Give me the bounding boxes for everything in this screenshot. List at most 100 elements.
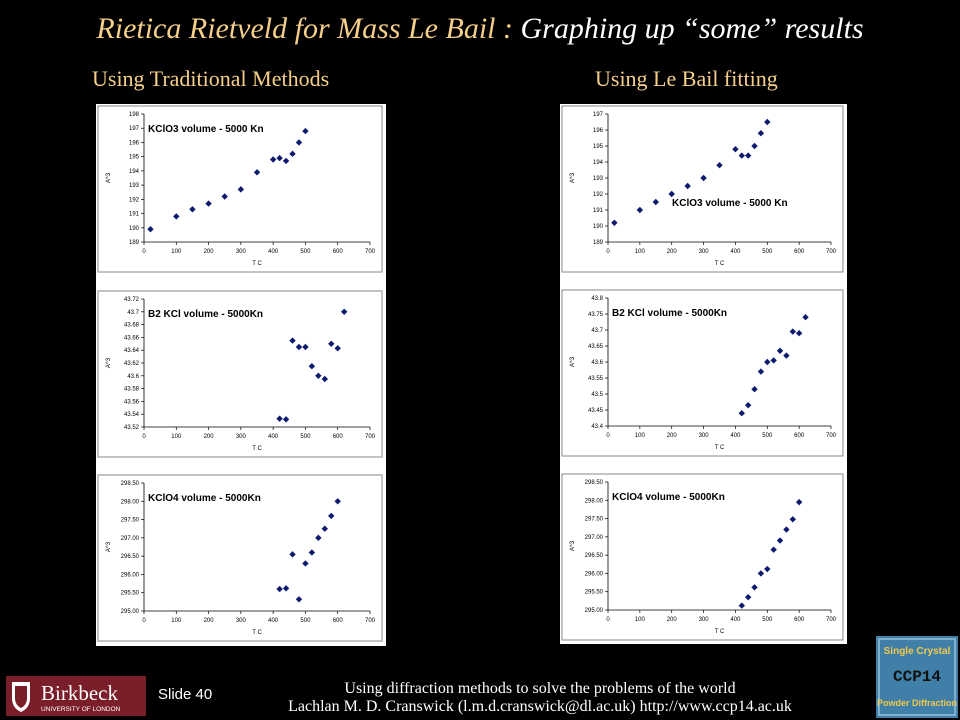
data-point	[611, 219, 618, 226]
x-tick-label: 300	[699, 433, 710, 439]
data-point	[282, 585, 290, 592]
chart-title: KClO4 volume - 5000Kn	[612, 492, 725, 503]
data-point	[776, 537, 784, 544]
y-tick-label: 195	[593, 144, 604, 150]
x-tick-label: 100	[635, 433, 646, 439]
chart-kclo4-lebail: 295.00 295.50 296.00 296.50 297.00 297.50 298.…	[561, 473, 844, 641]
y-tick-label: 295.50	[121, 591, 140, 597]
data-point	[237, 186, 245, 193]
data-point	[802, 314, 809, 321]
right-column-heading: Using Le Bail fitting	[595, 66, 778, 91]
chart-frame	[561, 105, 844, 273]
y-tick-label: 194	[129, 169, 140, 175]
data-point	[751, 386, 758, 393]
data-point	[328, 340, 335, 347]
y-axis-label: A^3	[106, 541, 112, 552]
x-tick-label: 400	[730, 617, 741, 623]
x-tick-label: 300	[699, 249, 710, 255]
x-tick-label: 700	[365, 618, 376, 624]
data-point	[282, 416, 290, 423]
x-tick-label: 0	[606, 249, 610, 255]
x-tick-label: 400	[268, 618, 279, 624]
x-tick-label: 100	[171, 618, 182, 624]
chart-b2kcl-traditional: 43.52 43.54 43.56 43.58 43.6 43.62 43.64 43.66 4…	[97, 290, 383, 458]
x-tick-label: 200	[204, 249, 215, 255]
y-tick-label: 193	[129, 183, 140, 189]
y-tick-label: 295.00	[585, 608, 604, 614]
birkbeck-logo-sub: UNIVERSITY OF LONDON	[41, 706, 121, 713]
data-point	[302, 343, 309, 351]
y-tick-label: 297.00	[585, 535, 604, 541]
y-tick-label: 43.58	[124, 387, 140, 393]
data-point	[295, 343, 303, 351]
x-tick-label: 300	[699, 617, 710, 623]
x-tick-label: 200	[667, 249, 678, 255]
chart-frame	[97, 474, 383, 642]
x-tick-label: 500	[300, 249, 311, 255]
slide-title: Rietica Rietveld for Mass Le Bail : Grap…	[0, 12, 960, 46]
x-axis-label: T C	[715, 261, 725, 267]
y-axis-label: A^3	[570, 540, 576, 551]
x-tick-label: 300	[236, 249, 247, 255]
data-point	[700, 174, 707, 182]
y-tick-label: 190	[593, 224, 604, 230]
x-axis-label: T C	[715, 629, 725, 635]
y-tick-label: 43.55	[588, 376, 604, 382]
data-point	[783, 526, 790, 533]
chart-title: KClO4 volume - 5000Kn	[148, 493, 261, 504]
y-tick-label: 43.66	[124, 335, 140, 341]
left-charts-panel: 189 190 191 192 193 194 195 196 197 198 0 100 200 300…	[96, 104, 386, 646]
data-point	[315, 372, 322, 379]
y-tick-label: 43.62	[124, 361, 140, 367]
data-point	[302, 560, 309, 567]
y-tick-label: 43.64	[124, 348, 140, 354]
x-tick-label: 200	[667, 433, 678, 439]
y-tick-label: 195	[129, 155, 140, 161]
x-tick-label: 600	[794, 433, 805, 439]
chart-kclo4-traditional: 295.00 295.50 296.00 296.50 297.00 297.50 298.…	[97, 474, 383, 642]
x-tick-label: 600	[794, 249, 805, 255]
y-tick-label: 189	[129, 240, 140, 246]
data-point	[295, 139, 303, 146]
y-tick-label: 43.8	[591, 296, 603, 302]
y-tick-label: 189	[593, 240, 604, 246]
x-tick-label: 600	[794, 617, 805, 623]
y-tick-label: 191	[593, 208, 604, 214]
chart-b2kcl-lebail: 43.4 43.45 43.5 43.55 43.6 43.65 43.7 43.75 43.8…	[561, 289, 844, 457]
x-tick-label: 500	[300, 434, 311, 440]
x-tick-label: 200	[667, 617, 678, 623]
x-tick-label: 0	[142, 618, 146, 624]
y-axis-label: A^3	[570, 356, 576, 367]
y-tick-label: 43.6	[591, 360, 603, 366]
y-tick-label: 43.5	[591, 392, 603, 398]
x-tick-label: 300	[236, 618, 247, 624]
chart-title: B2 KCl volume - 5000Kn	[148, 309, 263, 320]
x-tick-label: 700	[826, 249, 837, 255]
x-tick-label: 500	[300, 618, 311, 624]
data-point	[334, 345, 341, 352]
y-tick-label: 43.54	[124, 412, 140, 418]
y-tick-label: 43.6	[127, 374, 139, 380]
y-tick-label: 194	[593, 160, 604, 166]
x-tick-label: 100	[171, 434, 182, 440]
y-axis-label: A^3	[106, 172, 112, 183]
y-tick-label: 43.45	[588, 408, 604, 414]
data-point	[757, 368, 765, 375]
y-tick-label: 43.56	[124, 399, 140, 405]
data-point	[716, 162, 723, 169]
y-tick-label: 296.50	[585, 553, 604, 559]
x-tick-label: 200	[204, 434, 215, 440]
y-tick-label: 43.4	[591, 424, 603, 430]
chart-kclo3-lebail: 189 190 191 192 193 194 195 196 197 0 100 200 300 400…	[561, 105, 844, 273]
data-point	[276, 154, 283, 162]
data-point	[282, 157, 290, 165]
data-point	[321, 375, 328, 383]
x-tick-label: 400	[730, 249, 741, 255]
x-tick-label: 400	[268, 434, 279, 440]
x-tick-label: 0	[606, 617, 610, 623]
y-tick-label: 193	[593, 176, 604, 182]
y-tick-label: 296.50	[121, 554, 140, 560]
ccp14-logo-line1: Single Crystal	[884, 646, 951, 657]
x-axis-label: T C	[715, 445, 725, 451]
y-tick-label: 43.68	[124, 323, 140, 329]
